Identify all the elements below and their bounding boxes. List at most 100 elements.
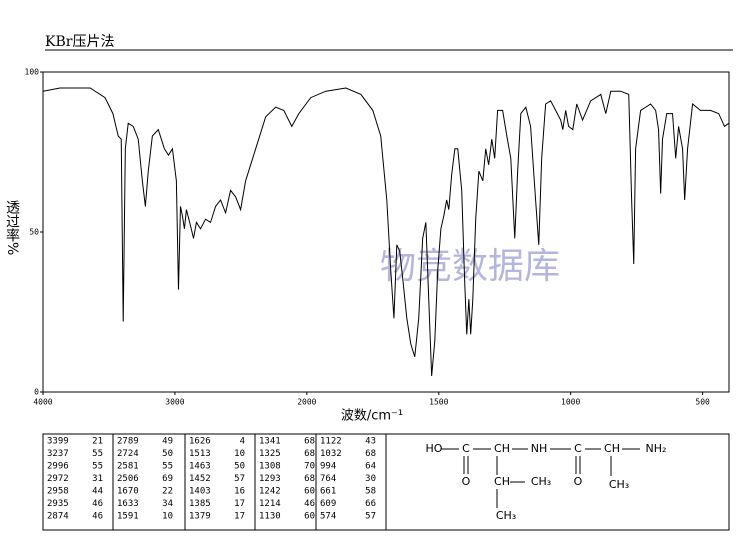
peak-wavenumber: 1122 bbox=[320, 437, 342, 447]
peak-wavenumber: 1513 bbox=[189, 449, 211, 459]
x-tick-label: 4000 bbox=[33, 398, 52, 407]
peak-wavenumber: 1626 bbox=[189, 437, 211, 447]
peak-transmittance: 60 bbox=[304, 512, 315, 522]
peak-transmittance: 66 bbox=[365, 499, 376, 509]
peak-wavenumber: 2958 bbox=[47, 487, 69, 497]
y-tick-label: 100 bbox=[25, 68, 40, 77]
x-tick-label: 3000 bbox=[165, 398, 184, 407]
peak-transmittance: 21 bbox=[92, 437, 103, 447]
x-tick-label: 2000 bbox=[297, 398, 316, 407]
peak-wavenumber: 1308 bbox=[259, 462, 281, 472]
peak-wavenumber: 1130 bbox=[259, 512, 281, 522]
peak-transmittance: 55 bbox=[92, 462, 103, 472]
peak-transmittance: 16 bbox=[234, 487, 245, 497]
peak-wavenumber: 1242 bbox=[259, 487, 281, 497]
structure-label: O bbox=[574, 475, 583, 488]
peak-transmittance: 57 bbox=[234, 474, 245, 484]
peak-transmittance: 60 bbox=[304, 487, 315, 497]
chart-title: KBr压片法 bbox=[45, 34, 114, 50]
peak-wavenumber: 764 bbox=[320, 474, 336, 484]
peak-transmittance: 17 bbox=[234, 512, 245, 522]
peak-transmittance: 22 bbox=[162, 487, 173, 497]
peak-transmittance: 68 bbox=[304, 449, 315, 459]
peak-wavenumber: 2789 bbox=[117, 437, 139, 447]
spectrum-line bbox=[42, 87, 730, 377]
peak-wavenumber: 1341 bbox=[259, 437, 281, 447]
structure-label: C bbox=[574, 442, 582, 455]
peak-transmittance: 10 bbox=[234, 449, 245, 459]
peak-transmittance: 69 bbox=[162, 474, 173, 484]
structure-bonds bbox=[441, 448, 640, 508]
peak-transmittance: 44 bbox=[92, 487, 103, 497]
peak-transmittance: 55 bbox=[92, 449, 103, 459]
peak-transmittance: 55 bbox=[162, 462, 173, 472]
watermark: 物竞数据库 bbox=[380, 246, 560, 287]
peak-transmittance: 64 bbox=[365, 462, 376, 472]
peak-wavenumber: 1463 bbox=[189, 462, 211, 472]
peak-transmittance: 17 bbox=[234, 499, 245, 509]
peak-transmittance: 30 bbox=[365, 474, 376, 484]
peak-transmittance: 50 bbox=[162, 449, 173, 459]
peak-transmittance: 43 bbox=[365, 437, 376, 447]
peak-wavenumber: 1670 bbox=[117, 487, 139, 497]
peak-wavenumber: 1325 bbox=[259, 449, 281, 459]
structure-label: O bbox=[462, 475, 471, 488]
peak-wavenumber: 2996 bbox=[47, 462, 69, 472]
peak-transmittance: 46 bbox=[92, 499, 103, 509]
peak-transmittance: 34 bbox=[162, 499, 173, 509]
x-tick-label: 500 bbox=[695, 398, 710, 407]
peak-transmittance: 4 bbox=[240, 437, 245, 447]
peak-wavenumber: 2935 bbox=[47, 499, 69, 509]
plot-frame bbox=[42, 71, 730, 393]
peak-wavenumber: 1032 bbox=[320, 449, 342, 459]
peak-transmittance: 58 bbox=[365, 487, 376, 497]
peak-wavenumber: 2972 bbox=[47, 474, 69, 484]
peak-transmittance: 50 bbox=[234, 462, 245, 472]
peak-wavenumber: 1591 bbox=[117, 512, 139, 522]
peak-wavenumber: 3237 bbox=[47, 449, 69, 459]
structure-label: HO bbox=[426, 442, 443, 455]
peak-wavenumber: 609 bbox=[320, 499, 336, 509]
peak-wavenumber: 661 bbox=[320, 487, 336, 497]
peak-transmittance: 31 bbox=[92, 474, 103, 484]
peak-wavenumber: 3399 bbox=[47, 437, 69, 447]
peak-transmittance: 57 bbox=[365, 512, 376, 522]
peak-wavenumber: 1214 bbox=[259, 499, 281, 509]
peak-wavenumber: 2506 bbox=[117, 474, 139, 484]
peak-transmittance: 46 bbox=[304, 499, 315, 509]
peak-wavenumber: 1452 bbox=[189, 474, 211, 484]
structure-label: CH₃ bbox=[496, 509, 516, 522]
peak-transmittance: 10 bbox=[162, 512, 173, 522]
peak-transmittance: 68 bbox=[365, 449, 376, 459]
peak-transmittance: 70 bbox=[304, 462, 315, 472]
peak-wavenumber: 1633 bbox=[117, 499, 139, 509]
x-tick-label: 1000 bbox=[561, 398, 580, 407]
peak-wavenumber: 1403 bbox=[189, 487, 211, 497]
y-tick-label: 0 bbox=[34, 388, 39, 397]
structure-label: CH bbox=[604, 442, 620, 455]
peak-wavenumber: 2581 bbox=[117, 462, 139, 472]
peak-wavenumber: 1379 bbox=[189, 512, 211, 522]
peak-transmittance: 68 bbox=[304, 474, 315, 484]
peak-wavenumber: 1293 bbox=[259, 474, 281, 484]
peak-transmittance: 49 bbox=[162, 437, 173, 447]
peak-wavenumber: 2874 bbox=[47, 512, 69, 522]
x-axis-label: 波数/cm⁻¹ bbox=[341, 409, 403, 424]
peak-transmittance: 68 bbox=[304, 437, 315, 447]
structure-label: NH bbox=[531, 442, 548, 455]
y-axis-label: 透过率% bbox=[4, 200, 20, 255]
structure-label: NH₂ bbox=[646, 442, 667, 455]
structure-label: CH₃ bbox=[531, 475, 551, 488]
peak-wavenumber: 994 bbox=[320, 462, 336, 472]
structure-label: C bbox=[462, 442, 470, 455]
peak-wavenumber: 574 bbox=[320, 512, 336, 522]
peak-wavenumber: 1385 bbox=[189, 499, 211, 509]
peak-transmittance: 46 bbox=[92, 512, 103, 522]
structure-label: CH₃ bbox=[609, 478, 629, 491]
structure-label: CH bbox=[494, 442, 510, 455]
y-tick-label: 50 bbox=[29, 228, 39, 237]
x-tick-label: 1500 bbox=[429, 398, 448, 407]
peak-wavenumber: 2724 bbox=[117, 449, 139, 459]
structure-label: CH bbox=[494, 475, 510, 488]
